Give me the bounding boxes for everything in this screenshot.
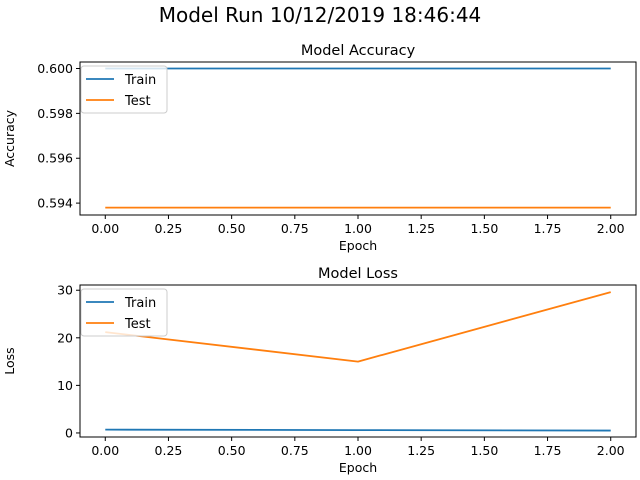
- loss-y-axis-label: Loss: [2, 347, 17, 374]
- accuracy-y-axis-label: Accuracy: [2, 109, 17, 167]
- loss-y-tick-label: 10: [57, 378, 73, 393]
- accuracy-legend-label-test: Test: [124, 94, 151, 109]
- loss-x-tick-label: 2.00: [597, 443, 625, 458]
- loss-x-tick-label: 1.25: [407, 443, 435, 458]
- loss-x-tick-label: 0.00: [91, 443, 119, 458]
- loss-x-tick-label: 0.75: [281, 443, 309, 458]
- loss-legend: Train Test: [80, 288, 168, 337]
- loss-chart-title: Model Loss: [318, 266, 398, 282]
- accuracy-legend-box: [80, 65, 168, 114]
- loss-x-tick-label: 1.75: [534, 443, 562, 458]
- loss-y-tick-label: 20: [57, 330, 73, 345]
- accuracy-x-tick-label: 2.00: [597, 221, 625, 236]
- accuracy-y-tick-label: 0.596: [37, 151, 73, 166]
- accuracy-panel: Model Accuracy 0.00 0.25 0.50 0.75 1.00 1.25 1.…: [2, 43, 637, 253]
- loss-x-tick-label: 1.50: [470, 443, 498, 458]
- accuracy-x-axis-label: Epoch: [339, 238, 377, 253]
- loss-panel: Model Loss 0.00 0.25 0.50 0.75 1.00 1.25 1.50 1.…: [2, 266, 637, 475]
- accuracy-y-tick-label: 0.594: [37, 196, 73, 211]
- loss-series-line-train: [105, 428, 611, 432]
- loss-x-tick-label: 0.25: [155, 443, 183, 458]
- accuracy-x-tick-label: 0.50: [218, 221, 246, 236]
- accuracy-chart-title: Model Accuracy: [301, 43, 416, 59]
- accuracy-x-tick-label: 1.25: [407, 221, 435, 236]
- loss-series-line-test: [105, 291, 611, 363]
- accuracy-x-tick-label: 0.75: [281, 221, 309, 236]
- accuracy-legend: Train Test: [80, 65, 168, 114]
- accuracy-y-tick-label: 0.600: [37, 61, 73, 76]
- loss-legend-box: [80, 288, 168, 337]
- loss-x-tick-label: 0.50: [218, 443, 246, 458]
- loss-x-axis-label: Epoch: [339, 460, 377, 475]
- loss-legend-label-train: Train: [124, 296, 156, 311]
- accuracy-x-tick-label: 1.75: [534, 221, 562, 236]
- figure-suptitle: Model Run 10/12/2019 18:46:44: [159, 3, 482, 27]
- accuracy-legend-label-train: Train: [124, 73, 156, 88]
- accuracy-x-tick-label: 1.00: [344, 221, 372, 236]
- loss-y-tick-label: 30: [57, 283, 73, 298]
- loss-legend-label-test: Test: [124, 317, 151, 332]
- accuracy-x-tick-label: 0.25: [155, 221, 183, 236]
- accuracy-y-tick-label: 0.598: [37, 106, 73, 121]
- loss-y-tick-label: 0: [65, 425, 73, 440]
- loss-x-tick-label: 1.00: [344, 443, 372, 458]
- accuracy-x-tick-label: 1.50: [470, 221, 498, 236]
- accuracy-x-tick-label: 0.00: [91, 221, 119, 236]
